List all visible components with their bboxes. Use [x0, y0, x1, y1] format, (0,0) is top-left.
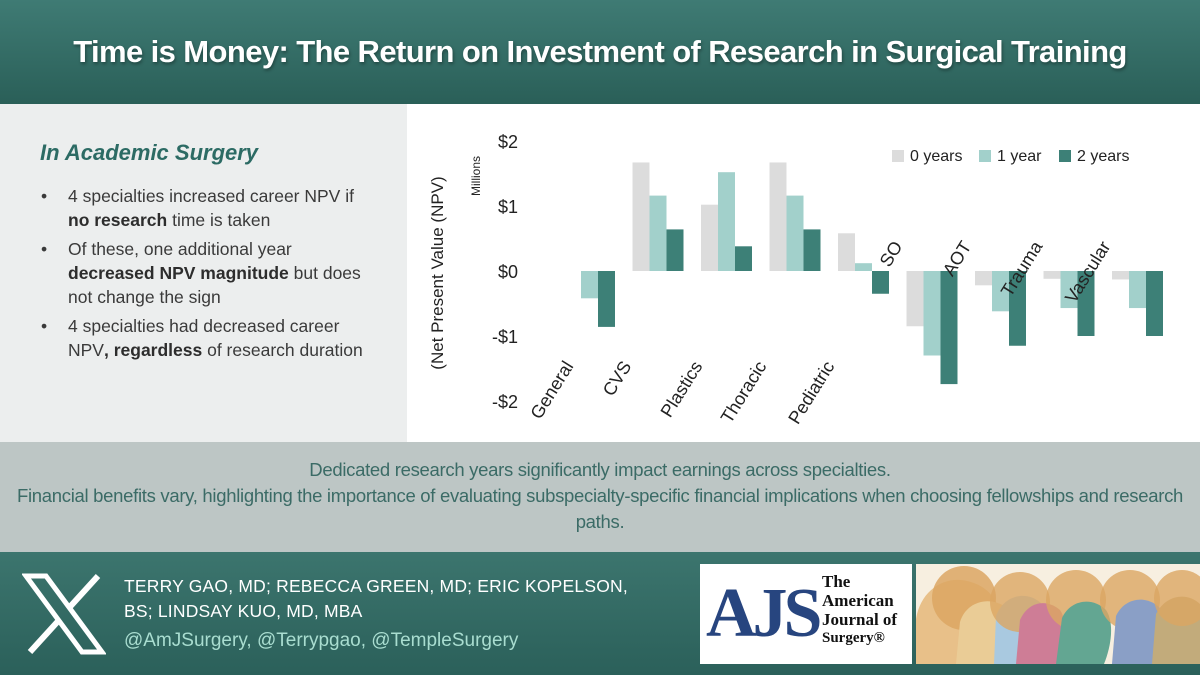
author-line: BS; LINDSAY KUO, MD, MBA [124, 601, 363, 621]
legend-label: 1 year [997, 148, 1042, 165]
legend-swatch [1059, 150, 1071, 162]
bar-aot-1 [992, 271, 1009, 312]
legend-label: 0 years [910, 148, 962, 165]
bar-trauma-0 [1043, 271, 1061, 279]
y-axis-unit: Millions [469, 156, 483, 196]
bar-cvs-1 [649, 195, 667, 271]
npv-bar-chart: (Net Present Value (NPV) Millions $2 $1 $0 -$… [428, 132, 1163, 428]
header-banner: Time is Money: The Return on Investment … [0, 0, 1200, 104]
y-tick-label: -$1 [492, 327, 518, 347]
bar-aot-2 [1009, 271, 1026, 346]
author-line: TERRY GAO, MD; REBECCA GREEN, MD; ERIC K… [124, 576, 628, 596]
y-axis-label: (Net Present Value (NPV) [428, 176, 447, 369]
category-label: General [526, 358, 577, 423]
bullet-text: but does not change the sign [68, 263, 361, 307]
bar-general-1 [581, 271, 598, 299]
bar-pediatric-2 [872, 271, 889, 294]
bullet-text: time is taken [167, 210, 271, 230]
summary-line: Financial benefits vary, highlighting th… [16, 485, 1184, 506]
summary-text: Dedicated research years significantly i… [0, 457, 1200, 535]
journal-name-line: Surgery® [822, 630, 885, 646]
summary-line: paths. [575, 511, 625, 532]
bar-plastics-2 [735, 246, 752, 271]
bar-so-0 [906, 271, 924, 327]
summary-line: Dedicated research years significantly i… [309, 459, 891, 480]
bar-pediatric-1 [855, 263, 872, 271]
y-tick-label: $1 [498, 197, 518, 217]
category-label: Plastics [657, 358, 707, 421]
bullet-emphasis: no research [68, 210, 168, 230]
x-logo-icon[interactable] [22, 572, 106, 656]
legend-label: 2 years [1077, 148, 1129, 165]
y-tick-label: $0 [498, 262, 518, 282]
bar-vascular-1 [1129, 271, 1146, 309]
journal-name: The American Journal of Surgery® [822, 572, 914, 648]
bullet-text: 4 specialties had decreased career NPV [68, 316, 340, 360]
category-label: AOT [939, 238, 976, 280]
bar-cvs-2 [666, 229, 684, 271]
findings-bullet: 4 specialties had decreased career NPV, … [38, 314, 378, 362]
findings-panel: In Academic Surgery 4 specialties increa… [0, 104, 407, 442]
heads-illustration-icon [916, 564, 1200, 664]
ajs-journal-logo: AJS The American Journal of Surgery® [700, 564, 912, 664]
bar-thoracic-0 [769, 162, 787, 271]
category-label: Thoracic [717, 358, 771, 427]
bar-trauma-2 [1077, 271, 1095, 336]
bar-cvs-0 [632, 162, 650, 271]
legend-swatch [979, 150, 991, 162]
journal-name-line: American [822, 591, 894, 610]
bar-plastics-0 [701, 204, 718, 271]
bullet-emphasis: decreased NPV magnitude [68, 263, 289, 283]
y-tick-label: -$2 [492, 392, 518, 412]
y-tick-label: $2 [498, 132, 518, 152]
category-label: CVS [599, 358, 636, 400]
findings-bullet: 4 specialties increased career NPV if no… [38, 184, 378, 232]
bar-thoracic-1 [786, 195, 804, 271]
legend-swatch [892, 150, 904, 162]
bar-thoracic-2 [803, 229, 821, 271]
poster-title: Time is Money: The Return on Investment … [73, 34, 1127, 69]
summary-band: Dedicated research years significantly i… [0, 442, 1200, 552]
bar-vascular-0 [1112, 271, 1129, 280]
ajs-logo-letters: AJS [706, 575, 823, 652]
bar-trauma-1 [1060, 271, 1078, 309]
footer: TERRY GAO, MD; REBECCA GREEN, MD; ERIC K… [0, 552, 1200, 675]
journal-name-line: Journal of [822, 610, 898, 629]
bar-so-1 [923, 271, 941, 356]
bullet-text: of research duration [202, 340, 363, 360]
findings-heading: In Academic Surgery [40, 140, 259, 165]
bar-pediatric-0 [838, 233, 855, 271]
journal-name-line: The [822, 572, 851, 591]
findings-list: 4 specialties increased career NPV if no… [38, 184, 378, 367]
bullet-text: 4 specialties increased career NPV if [68, 186, 354, 206]
bar-vascular-2 [1146, 271, 1163, 336]
bullet-text: Of these, one additional year [68, 239, 292, 259]
category-label: Pediatric [784, 358, 838, 428]
category-label: SO [876, 238, 907, 271]
chart-panel: (Net Present Value (NPV) Millions $2 $1 $0 -$… [407, 104, 1200, 442]
bar-plastics-1 [718, 172, 735, 271]
bar-aot-0 [975, 271, 992, 286]
findings-bullet: Of these, one additional year decreased … [38, 237, 378, 309]
author-list: TERRY GAO, MD; REBECCA GREEN, MD; ERIC K… [124, 574, 694, 624]
bullet-emphasis: , regardless [103, 340, 203, 360]
bar-so-2 [940, 271, 958, 385]
bar-general-2 [598, 271, 615, 327]
social-handles[interactable]: @AmJSurgery, @Terrypgao, @TempleSurgery [124, 630, 519, 651]
